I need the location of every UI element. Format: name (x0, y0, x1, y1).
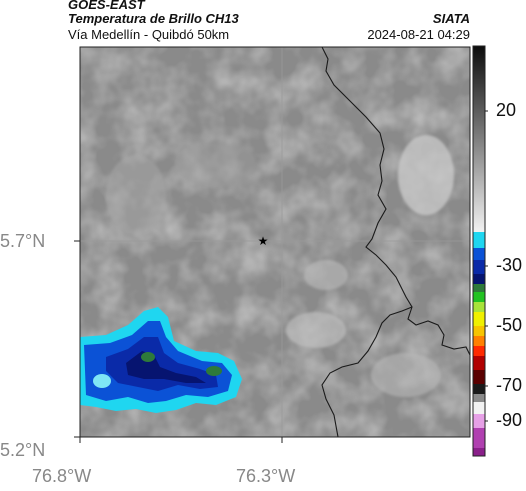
region-subtitle: Vía Medellín - Quibdó 50km (68, 27, 230, 42)
lon-label-76-3: 76.3°W (236, 466, 296, 486)
satellite-title: GOES-EAST (68, 0, 145, 12)
colorbar-label-minus50: -50 (496, 315, 523, 335)
map-border (79, 46, 471, 438)
colorbar-color-segments (473, 232, 485, 456)
country-border (321, 46, 471, 438)
colorbar-label-minus30: -30 (496, 255, 523, 275)
map-gridlines (80, 47, 470, 437)
star-marker: ★ (258, 234, 269, 248)
agency-label: SIATA (432, 11, 470, 26)
lat-label-5-7: 5.7°N (0, 231, 46, 251)
map-tick-marks (74, 240, 283, 443)
product-title: Temperatura de Brillo CH13 (68, 11, 239, 26)
colorbar-ticks (485, 110, 488, 422)
colorbar-label-20: 20 (496, 100, 517, 120)
colorbar-label-minus90: -90 (496, 410, 523, 430)
colorbar-label-minus70: -70 (496, 375, 523, 395)
colorbar-gray-segment (473, 46, 485, 232)
lon-label-76-8: 76.8°W (32, 466, 92, 486)
colorbar-border (472, 45, 486, 457)
bright-cloud-patches (106, 135, 454, 397)
timestamp: 2024-08-21 04:29 (367, 27, 470, 42)
lat-label-5-2: 5.2°N (0, 440, 46, 460)
satellite-map: ★ (66, 45, 472, 455)
cold-cloud-cluster (80, 307, 242, 413)
colorbar (472, 45, 488, 457)
